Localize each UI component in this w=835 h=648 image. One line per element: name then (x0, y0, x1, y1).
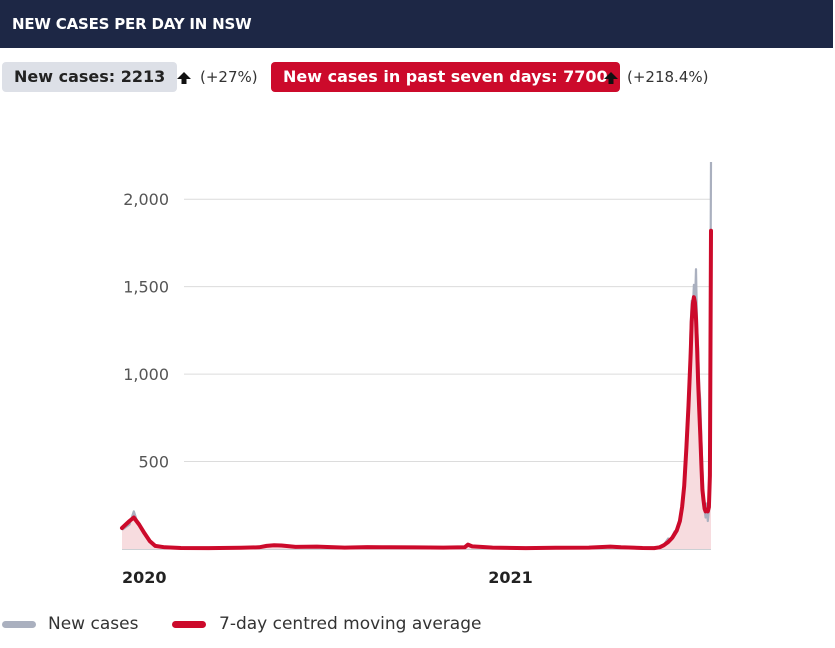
legend-swatch-new-cases (2, 621, 36, 628)
chart-title: NEW CASES PER DAY IN NSW (12, 15, 252, 33)
legend-swatch-moving-average (172, 621, 206, 628)
series-line-moving-average (120, 228, 713, 551)
stats-bar: New cases: 2213 (+27%) New cases in past… (0, 62, 835, 92)
series-line-new-cases (121, 161, 713, 550)
seven-day-change: (+218.4%) (603, 62, 708, 92)
y-tick-label-1: 1,000 (123, 365, 169, 384)
cases-chart: 500 1,000 1,500 2,000 2020 2021 (120, 161, 713, 587)
arrow-up-icon (604, 71, 618, 84)
moving-average-area (122, 230, 711, 549)
legend-label-new-cases: New cases (48, 614, 139, 634)
x-tick-label-1: 2021 (488, 568, 533, 587)
new-cases-change-text: (+27%) (200, 68, 258, 86)
y-tick-label-0: 500 (138, 453, 169, 472)
chart-legend: New cases 7-day centred moving average (0, 612, 835, 636)
arrow-up-icon (177, 71, 191, 84)
seven-day-change-text: (+218.4%) (627, 68, 709, 86)
legend-label-moving-average: 7-day centred moving average (219, 614, 482, 634)
chart-header: NEW CASES PER DAY IN NSW (0, 0, 833, 48)
new-cases-change: (+27%) (176, 62, 258, 92)
x-tick-label-0: 2020 (122, 568, 167, 587)
y-tick-label-2: 1,500 (123, 278, 169, 297)
y-tick-label-3: 2,000 (123, 190, 169, 209)
new-cases-badge: New cases: 2213 (2, 62, 178, 92)
seven-day-badge: New cases in past seven days: 7700 (271, 62, 620, 92)
